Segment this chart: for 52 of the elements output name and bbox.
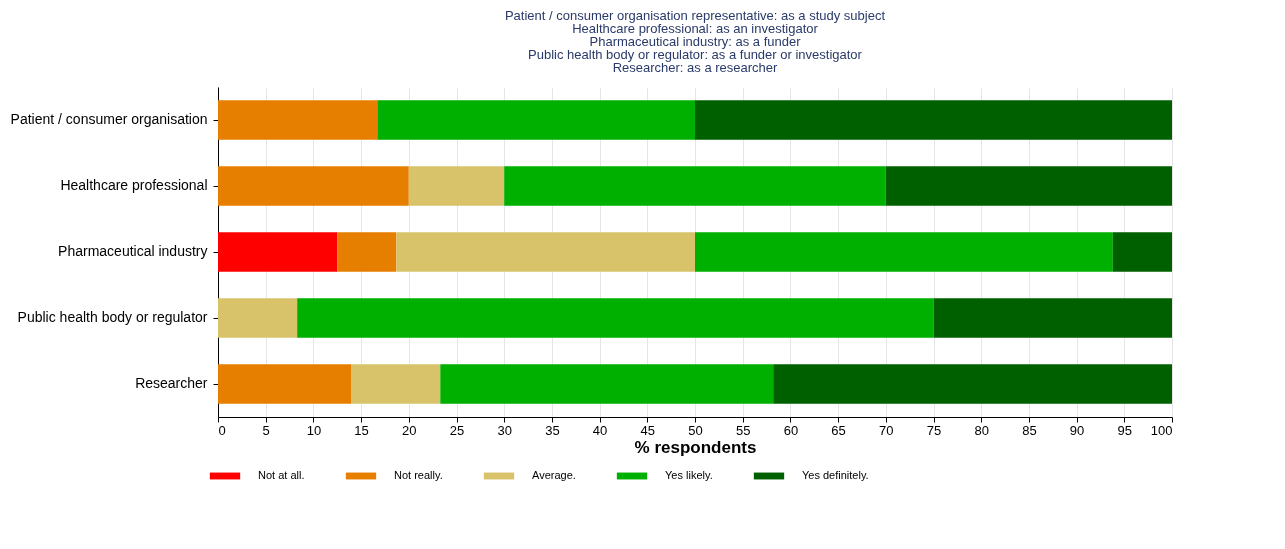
bar (337, 232, 397, 272)
x-tick-label: 60 (783, 422, 799, 438)
x-tick-label: 25 (449, 422, 465, 438)
x-tick-label: 100 (1150, 422, 1173, 438)
bar (351, 364, 441, 404)
x-tick-label: 30 (497, 422, 512, 438)
x-tick-label: 95 (1117, 422, 1133, 438)
legend-label: Yes definitely. (802, 469, 869, 481)
chart-title: Patient / consumer organisation representative: as a study subject Healthcare professional: as an investigator Pharmaceutical industry: as a funder Public health body or regulator: as a funder or investigator Researcher: as a researcher (504, 8, 886, 75)
bar (695, 232, 1113, 272)
bar (377, 100, 695, 140)
bar (440, 364, 774, 404)
x-axis-title: % respondents (634, 437, 757, 457)
x-tick-label: 50 (688, 422, 703, 438)
bar (773, 364, 1172, 404)
bar (1112, 232, 1172, 272)
x-tick-label: 0 (218, 422, 226, 438)
x-tick-label: 35 (545, 422, 560, 438)
x-tick-label: 55 (735, 422, 751, 438)
bar (218, 232, 338, 272)
bar (218, 100, 378, 140)
x-tick-label: 75 (926, 422, 942, 438)
x-tick-label: 45 (640, 422, 656, 438)
bar (408, 166, 505, 206)
y-tick-label: Patient / consumer organisation (10, 111, 208, 127)
legend-label: Not at all. (258, 469, 305, 481)
bar (933, 298, 1172, 338)
legend-label: Average. (532, 469, 576, 481)
bar (218, 298, 298, 338)
bar (396, 232, 695, 272)
x-tick-label: 65 (831, 422, 846, 438)
bar (504, 166, 886, 206)
x-tick-label: 15 (354, 422, 369, 438)
bar (218, 364, 352, 404)
x-tick-label: 90 (1069, 422, 1085, 438)
y-tick-label: Researcher (135, 375, 208, 391)
y-tick-label: Pharmaceutical industry (58, 243, 208, 259)
bar (218, 166, 409, 206)
bar (297, 298, 934, 338)
x-tick-label: 80 (974, 422, 989, 438)
legend-label: Not really. (394, 469, 443, 481)
y-tick-label: Public health body or regulator (17, 309, 208, 325)
x-tick-label: 20 (402, 422, 417, 438)
legend-label: Yes likely. (665, 469, 713, 481)
x-tick-label: 40 (592, 422, 608, 438)
bar (695, 100, 1172, 140)
x-tick-label: 70 (879, 422, 894, 438)
x-tick-label: 85 (1022, 422, 1037, 438)
y-tick-label: Healthcare professional (60, 177, 208, 193)
bar (885, 166, 1172, 206)
x-tick-label: 5 (262, 422, 270, 438)
x-tick-label: 10 (306, 422, 322, 438)
